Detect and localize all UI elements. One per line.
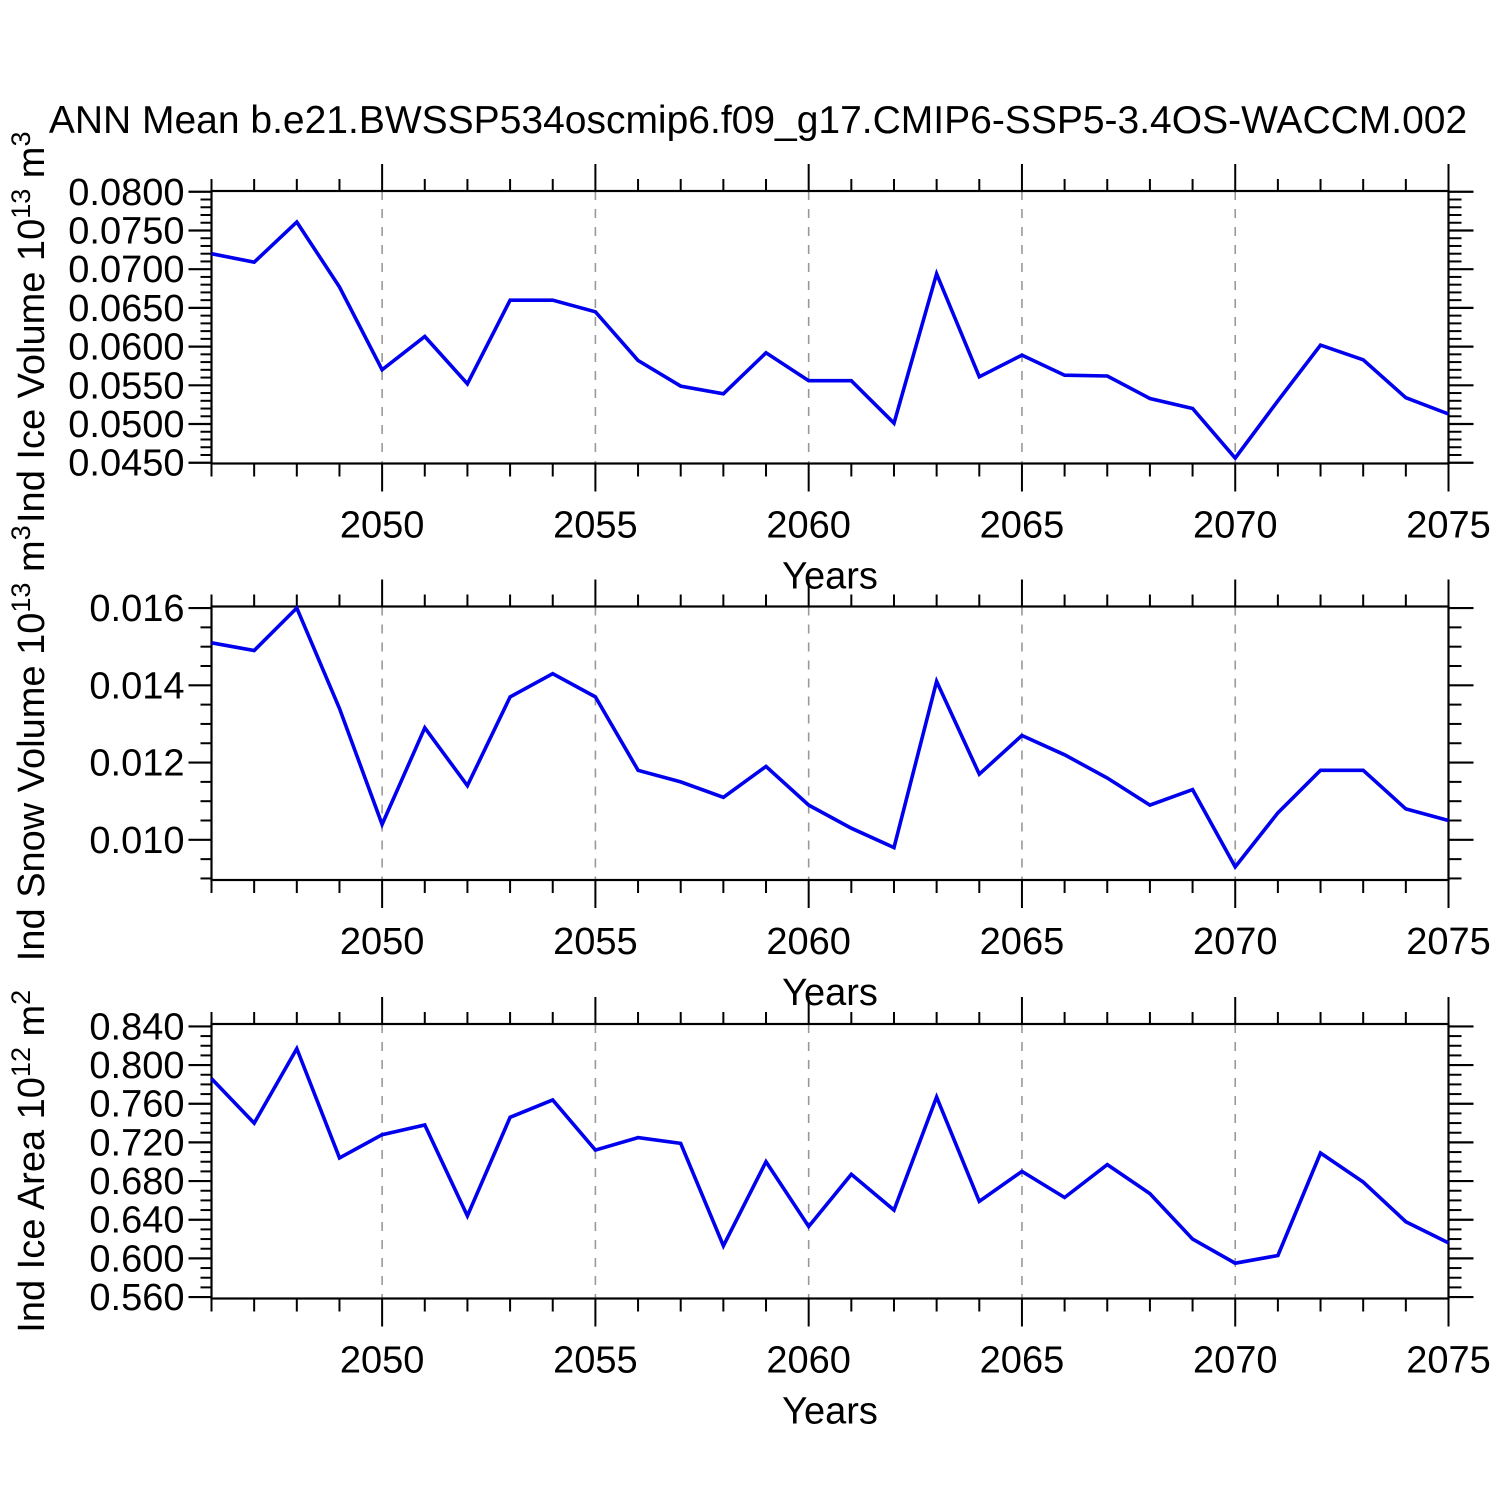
x-tick-label: 2050 [340,921,425,963]
plot-frame [210,189,1450,465]
x-tick-label: 2070 [1193,921,1278,963]
x-tick-label: 2055 [553,921,638,963]
data-line-ind-ice-volume [211,219,1450,461]
x-tick-label: 2075 [1406,505,1491,547]
y-axis-title-superscript: 3 [6,131,36,146]
y-tick-label: 0.0550 [68,365,184,407]
panel-ind-ice-volume: 0.04500.05000.05500.06000.06500.07000.07… [6,131,1491,597]
chart-title: ANN Mean b.e21.BWSSP534oscmip6.f09_g17.C… [49,99,1467,142]
x-tick-label: 2075 [1406,1340,1491,1382]
y-tick-label: 0.680 [89,1161,184,1203]
y-tick-label: 0.0800 [68,172,184,214]
y-tick-label: 0.0500 [68,404,184,446]
panel-ind-snow-volume: 0.010 0.012 0.014 0.016 2050 2055 2060 2065 2070… [6,525,1491,1014]
y-tick-label: 0.800 [89,1045,184,1087]
y-tick-label: 0.0600 [68,327,184,369]
x-tick-label: 2070 [1193,1340,1278,1382]
y-axis-title-text: m [11,147,53,189]
y-axis-title-superscript: 13 [6,583,36,613]
x-tick-label: 2060 [766,505,851,547]
panel-ind-ice-area: 0.5600.6000.6400.6800.7200.7600.8000.840… [6,990,1491,1433]
y-tick-label: 0.010 [89,820,184,862]
y-tick-label: 0.016 [89,588,184,630]
y-tick-label: 0.0700 [68,249,184,291]
x-tick-label: 2060 [766,1340,851,1382]
y-axis-title-superscript: 12 [6,1047,36,1077]
y-tick-label: 0.014 [89,665,184,707]
x-tick-label: 2050 [340,1340,425,1382]
x-tick-label: 2065 [980,921,1065,963]
x-tick-label: 2060 [766,921,851,963]
y-axis-title-superscript: 13 [6,189,36,219]
x-axis-title: Years [782,1391,878,1433]
y-axis-title-text: Ind Ice Volume 10 [11,219,53,523]
y-axis-title-text: Ind Snow Volume 10 [11,613,53,962]
y-tick-label: 0.840 [89,1006,184,1048]
y-axis-title: Ind Ice Area 1012 m2 [6,990,53,1333]
y-tick-label: 0.600 [89,1238,184,1280]
x-axis-title: Years [782,556,878,598]
y-tick-label: 0.0750 [68,210,184,252]
data-line-ind-ice-area [210,1044,1450,1266]
y-axis-title: Ind Ice Volume 1013 m3 [6,131,53,523]
x-tick-label: 2055 [553,505,638,547]
x-tick-label: 2075 [1406,921,1491,963]
y-tick-label: 0.720 [89,1122,184,1164]
data-line-ind-snow-volume [211,604,1449,871]
y-axis-title-text: m [11,1005,53,1047]
y-tick-label: 0.760 [89,1084,184,1126]
y-axis-title-superscript: 2 [6,990,36,1005]
y-axis-title-superscript: 3 [6,525,36,540]
y-tick-label: 0.0650 [68,288,184,330]
y-axis-title: Ind Snow Volume 1013 m3 [6,525,53,961]
x-tick-label: 2055 [553,1340,638,1382]
panels-group: 0.04500.05000.05500.06000.06500.07000.07… [6,131,1491,1432]
y-tick-label: 0.640 [89,1200,184,1242]
y-tick-label: 0.0450 [68,443,184,485]
x-tick-label: 2070 [1193,505,1278,547]
x-tick-label: 2065 [980,1340,1065,1382]
y-tick-label: 0.012 [89,743,184,785]
x-tick-label: 2050 [340,505,425,547]
y-tick-label: 0.560 [89,1277,184,1319]
x-axis-title: Years [782,972,878,1014]
x-tick-label: 2065 [980,505,1065,547]
y-axis-title-text: m [11,540,53,582]
y-axis-title-text: Ind Ice Area 10 [11,1077,53,1333]
